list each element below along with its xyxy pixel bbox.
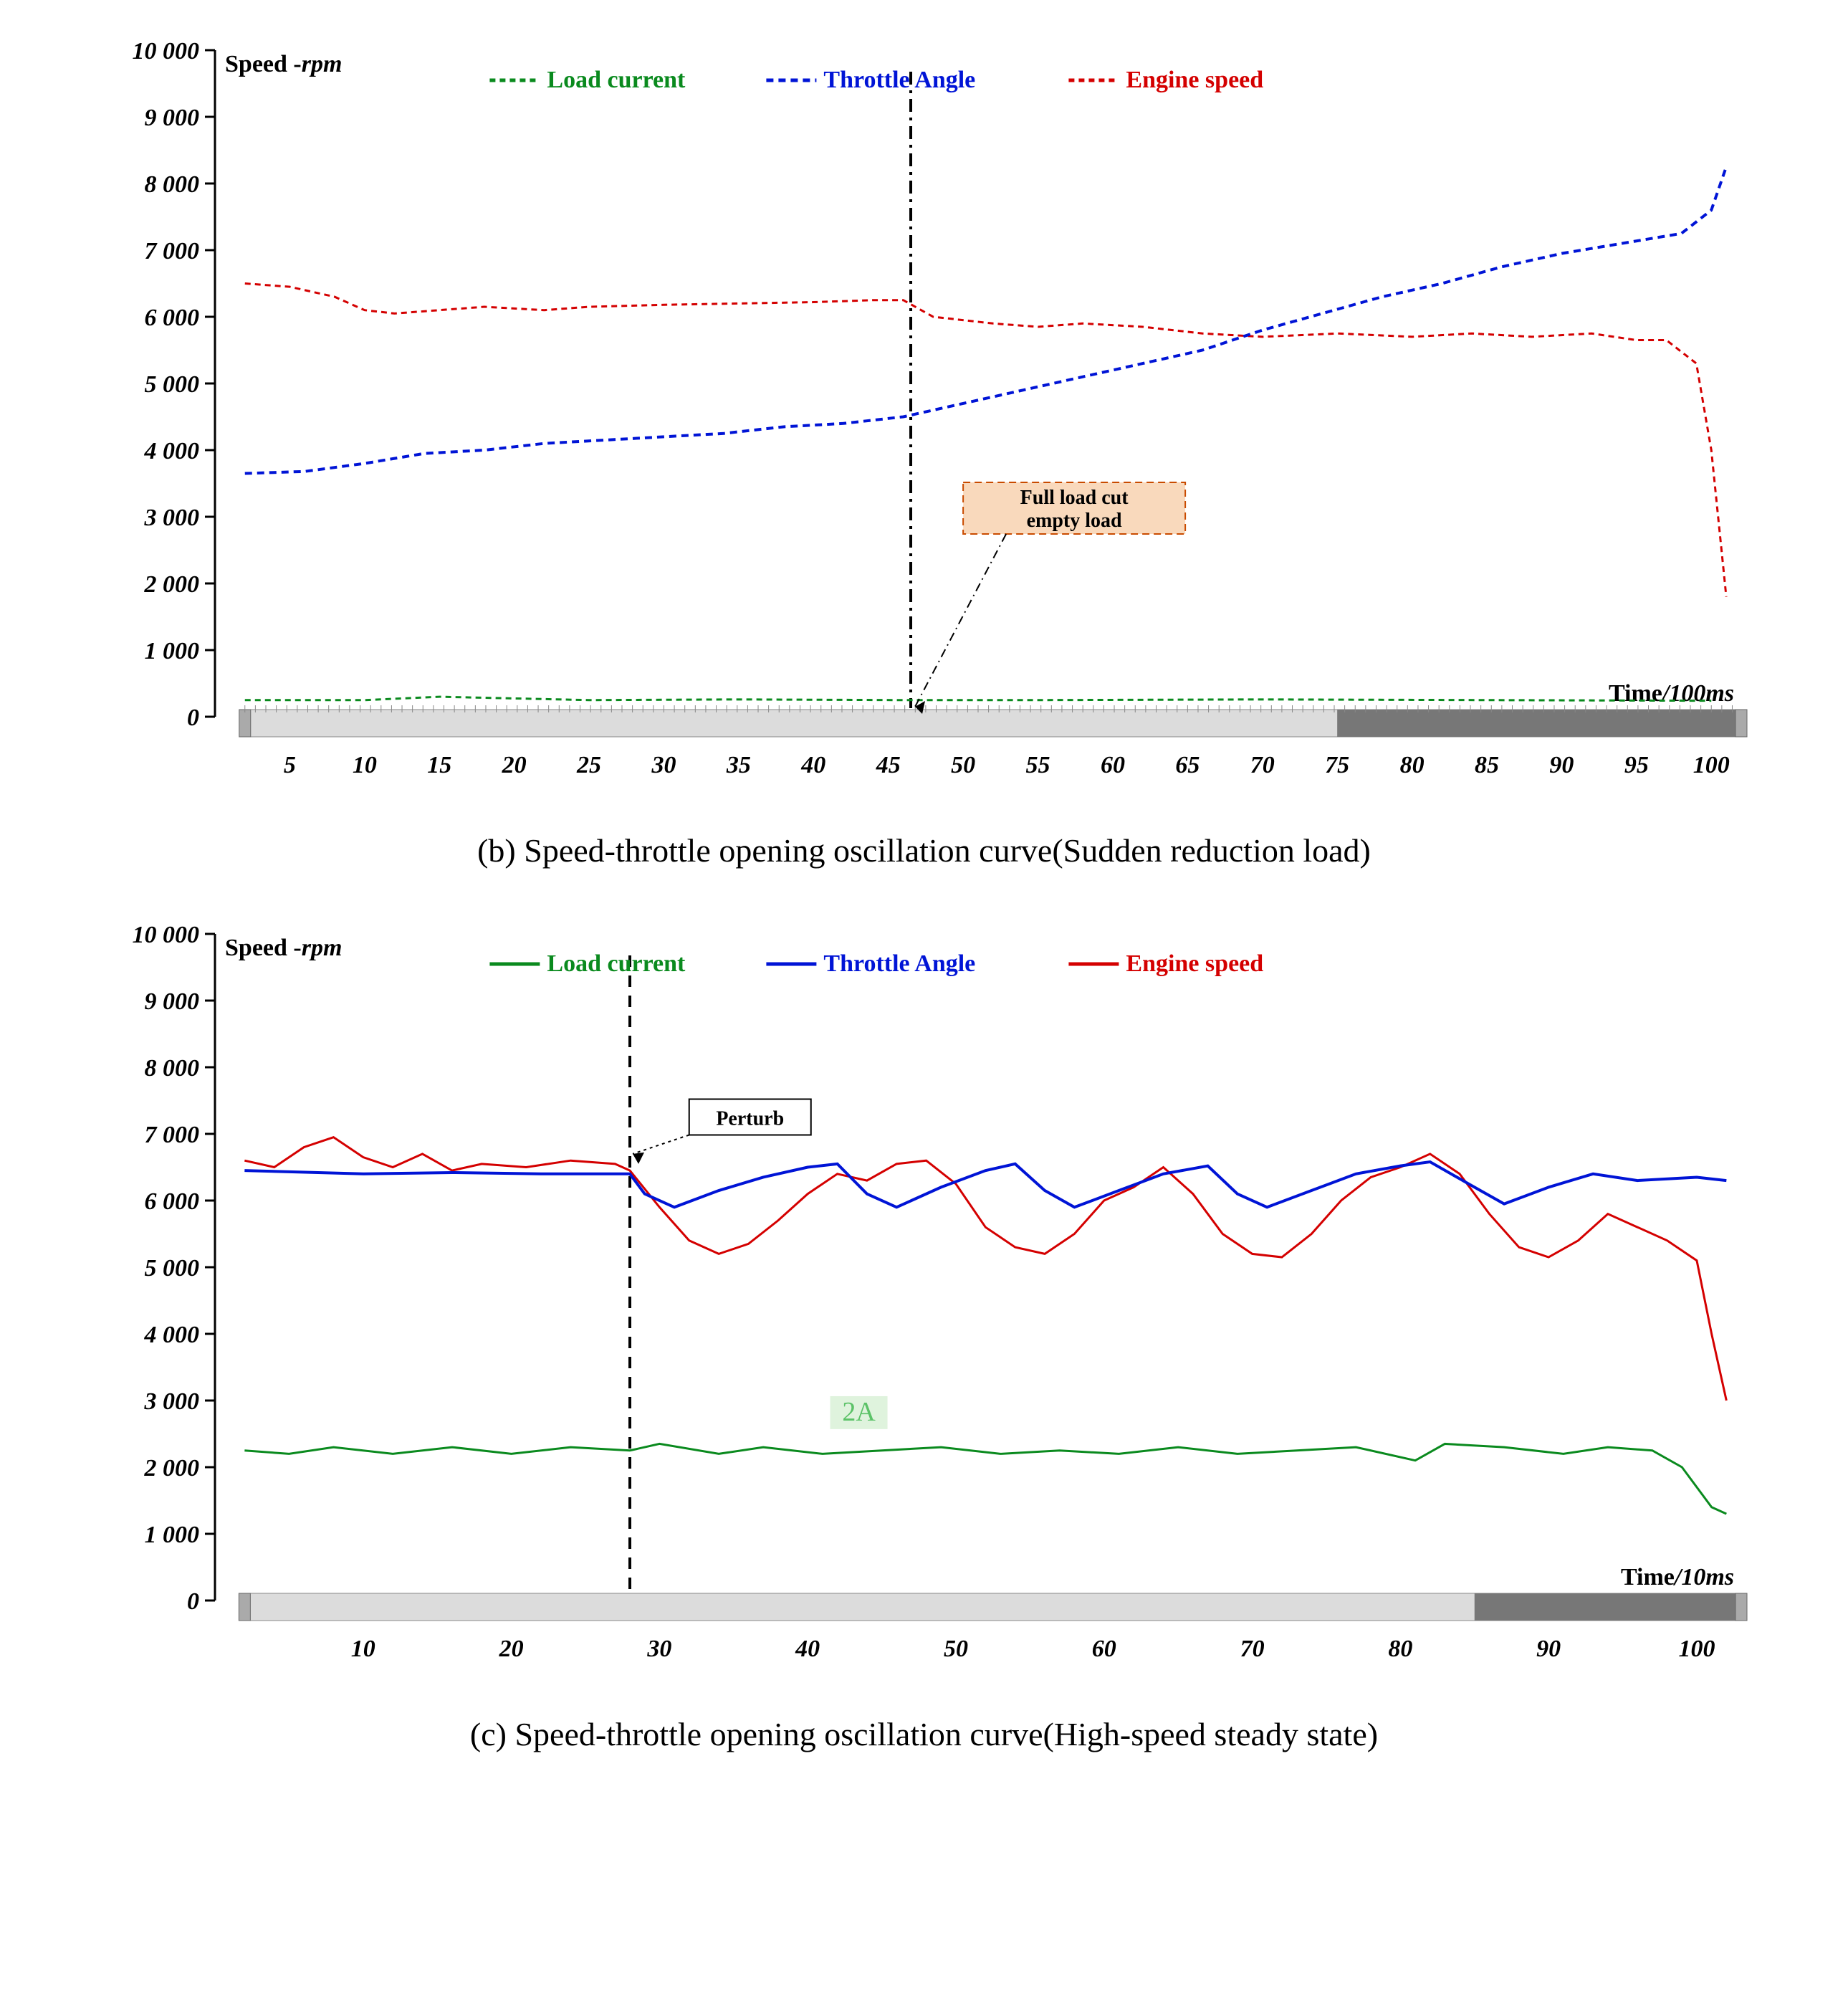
x-tick-label: 95 <box>1624 752 1648 778</box>
y-tick-label: 9 000 <box>144 105 199 131</box>
x-tick-label: 50 <box>951 752 975 778</box>
chart-c-svg: 0 1 000 2 000 3 000 4 000 5 000 6 000 7 000 8 00… <box>64 912 1784 1701</box>
x-tick-label: 65 <box>1175 752 1200 778</box>
y-tick-label: 3 000 <box>143 1388 199 1415</box>
x-tick-label: 30 <box>646 1636 671 1662</box>
y-tick-label: 1 000 <box>144 638 199 664</box>
caption-c: (c) Speed-throttle opening oscillation c… <box>64 1715 1784 1753</box>
y-axis-label: Speed -rpm <box>225 935 342 961</box>
x-tick-label: 30 <box>651 752 676 778</box>
y-tick-label: 6 000 <box>144 305 199 331</box>
x-tick-label: 80 <box>1399 752 1424 778</box>
figure-b: 0 1 000 2 000 3 000 4 000 5 000 6 000 7 000 8 00… <box>64 29 1784 869</box>
x-tick-label: 10 <box>350 1636 375 1662</box>
annotation-text: Full load cut <box>1020 487 1129 509</box>
plot-bg <box>64 912 1784 1701</box>
plot-bg <box>64 29 1784 817</box>
y-tick-label: 7 000 <box>144 238 199 264</box>
y-tick-label: 0 <box>187 705 199 731</box>
y-tick-label: 8 000 <box>144 1055 199 1082</box>
y-tick-label: 2 000 <box>143 1455 199 1482</box>
y-tick-label: 6 000 <box>144 1188 199 1215</box>
y-tick-label: 5 000 <box>144 1255 199 1282</box>
x-tick-label: 70 <box>1240 1636 1264 1662</box>
x-tick-label: 80 <box>1388 1636 1412 1662</box>
y-tick-label: 3 000 <box>143 505 199 531</box>
x-tick-label: 45 <box>875 752 900 778</box>
y-axis-label: Speed -rpm <box>225 51 342 77</box>
caption-b: (b) Speed-throttle opening oscillation c… <box>64 831 1784 869</box>
y-tick-label: 10 000 <box>132 38 199 65</box>
timeline-slider-handle[interactable] <box>1337 710 1741 737</box>
x-tick-label: 85 <box>1475 752 1499 778</box>
legend-label: Engine speed <box>1126 67 1263 93</box>
x-tick-label: 60 <box>1100 752 1124 778</box>
y-tick-label: 8 000 <box>144 171 199 198</box>
y-tick-label: 5 000 <box>144 371 199 398</box>
annotation-text: empty load <box>1026 510 1121 532</box>
y-tick-label: 4 000 <box>143 438 199 464</box>
chart-b-svg: 0 1 000 2 000 3 000 4 000 5 000 6 000 7 000 8 00… <box>64 29 1784 817</box>
x-tick-label: 100 <box>1678 1636 1715 1662</box>
x-axis-label: Time/100ms <box>1608 680 1733 707</box>
x-tick-label: 55 <box>1025 752 1050 778</box>
x-tick-label: 70 <box>1250 752 1274 778</box>
legend-label: Load current <box>547 67 686 93</box>
x-tick-label: 100 <box>1693 752 1729 778</box>
x-tick-label: 60 <box>1091 1636 1116 1662</box>
figure-c: 0 1 000 2 000 3 000 4 000 5 000 6 000 7 000 8 00… <box>64 912 1784 1753</box>
legend-label: Throttle Angle <box>823 67 975 93</box>
y-tick-label: 10 000 <box>132 922 199 948</box>
perturb-label: Perturb <box>716 1108 784 1130</box>
x-tick-label: 90 <box>1549 752 1574 778</box>
x-tick-label: 75 <box>1325 752 1349 778</box>
x-tick-label: 40 <box>800 752 825 778</box>
legend-label: Throttle Angle <box>823 950 975 977</box>
x-tick-label: 20 <box>501 752 526 778</box>
x-tick-label: 25 <box>576 752 601 778</box>
timeline-slider-handle[interactable] <box>1474 1593 1741 1621</box>
legend-label: Engine speed <box>1126 950 1263 977</box>
y-tick-label: 0 <box>187 1588 199 1615</box>
x-tick-label: 5 <box>283 752 295 778</box>
label-2a: 2A <box>842 1397 876 1427</box>
x-axis-label: Time/10ms <box>1620 1564 1733 1590</box>
x-tick-label: 90 <box>1536 1636 1561 1662</box>
x-tick-label: 35 <box>725 752 750 778</box>
y-tick-label: 1 000 <box>144 1522 199 1548</box>
y-tick-label: 9 000 <box>144 988 199 1015</box>
x-tick-label: 50 <box>943 1636 967 1662</box>
y-tick-label: 7 000 <box>144 1122 199 1148</box>
y-tick-label: 2 000 <box>143 571 199 598</box>
x-tick-label: 40 <box>795 1636 820 1662</box>
x-tick-label: 20 <box>498 1636 523 1662</box>
x-tick-label: 10 <box>352 752 376 778</box>
y-tick-label: 4 000 <box>143 1322 199 1348</box>
x-tick-label: 15 <box>427 752 451 778</box>
legend-label: Load current <box>547 950 686 977</box>
